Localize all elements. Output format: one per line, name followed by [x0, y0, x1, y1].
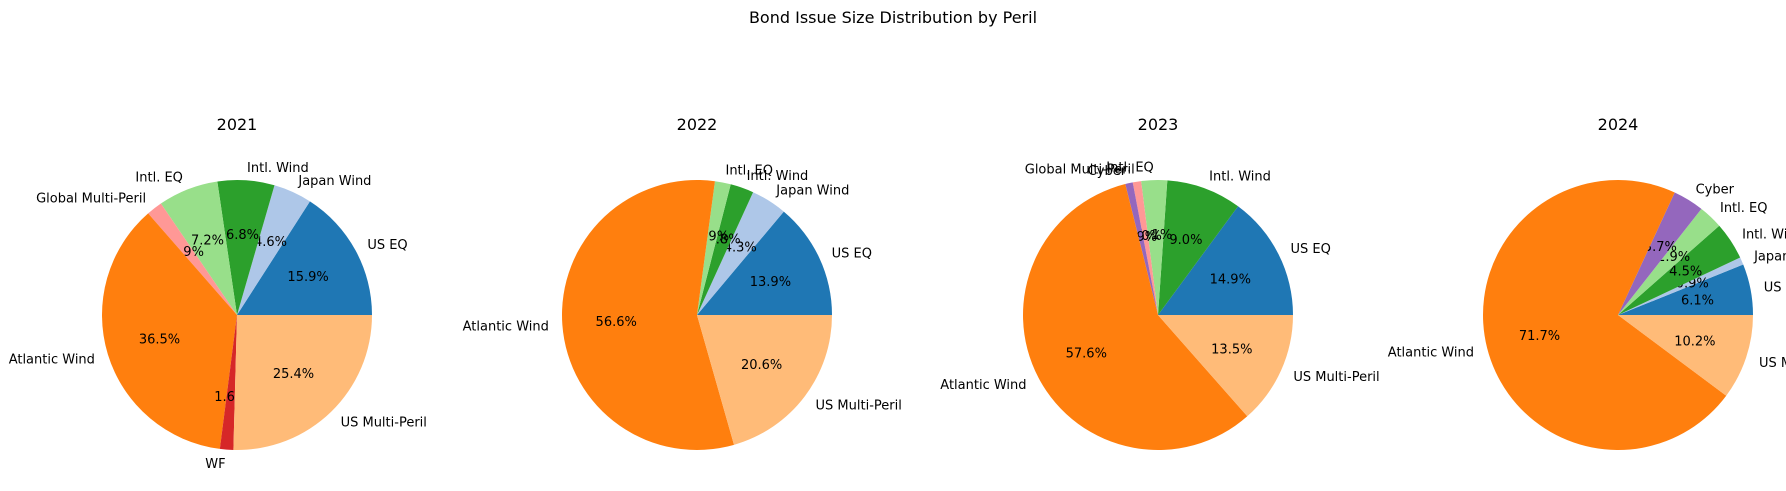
pie-slice-global-multi-peril: [1132, 181, 1158, 315]
pie-slice-intl-eq: [160, 181, 237, 315]
pie-label-intl-eq: Intl. EQ: [135, 171, 183, 186]
pie-slice-us-multi-peril: [1158, 315, 1293, 417]
pie-pct-label-us-multi-peril: 20.6%: [741, 358, 782, 373]
pie-label-us-multi-peril: US Multi-Peril: [816, 398, 902, 413]
pie-label-japan-wind: Japan Wind: [1753, 250, 1786, 265]
pie-label-us-multi-peril: US Multi-Peril: [1293, 370, 1379, 385]
pie-pct-label-us-eq: 14.9%: [1210, 272, 1251, 287]
pie-label-global-multi-peril: Global Multi-Peril: [1025, 162, 1135, 177]
pie-slice-us-eq: [1618, 264, 1753, 315]
pie-slice-us-eq: [697, 211, 832, 315]
pie-slice-cyber: [1125, 182, 1158, 315]
pie-slice-us-multi-peril: [1618, 315, 1753, 396]
pie-slice-intl-wind: [697, 184, 754, 315]
pie-pct-label-us-eq: 13.9%: [750, 275, 791, 290]
pie-slice-atlantic-wind: [561, 180, 735, 450]
pie-label-atlantic-wind: Atlantic Wind: [463, 320, 549, 335]
pie-label-cyber: Cyber: [1696, 182, 1735, 197]
pie-slice-intl-eq: [1141, 179, 1168, 315]
pie-title: 2024: [1598, 115, 1639, 134]
pie-label-intl-eq: Intl. EQ: [1720, 201, 1768, 216]
pie-slice-japan-wind: [1618, 257, 1744, 315]
pie-label-japan-wind: Japan Wind: [297, 174, 371, 189]
pie-pct-label-atlantic-wind: 57.6%: [1066, 347, 1107, 362]
pie-pct-label-atlantic-wind: 56.6%: [596, 315, 637, 330]
pie-pct-label-intl-wind: 6.8%: [226, 228, 259, 243]
pie-label-us-multi-peril: US Multi-Peril: [1759, 356, 1786, 371]
pie-title: 2022: [677, 115, 718, 134]
pie-label-us-multi-peril: US Multi-Peril: [341, 415, 427, 430]
pie-label-us-eq: US EQ: [367, 238, 407, 253]
figure-title: Bond Issue Size Distribution by Peril: [749, 8, 1037, 27]
pie-slice-global-multi-peril: [148, 203, 237, 315]
pie-title: 2023: [1138, 115, 1179, 134]
pie-label-intl-eq: Intl. EQ: [1106, 161, 1154, 176]
pie-slice-us-multi-peril: [697, 315, 832, 445]
pie-slice-japan-wind: [237, 185, 310, 315]
pie-slice-intl-eq: [1618, 208, 1720, 315]
pie-slice-intl-wind: [217, 180, 275, 315]
pie-slice-us-eq: [237, 201, 372, 315]
pie-label-us-eq: US EQ: [1764, 281, 1786, 296]
pie-slice-us-multi-peril: [233, 315, 372, 450]
pie-pct-label-intl-wind: 9.0%: [1169, 233, 1202, 248]
pie-pct-label-cyber: 3.7%: [1644, 240, 1677, 255]
pie-pct-label-intl-wind: 4.5%: [1669, 265, 1702, 280]
pie-label-us-eq: US EQ: [1291, 242, 1331, 257]
pie-pct-label-us-multi-peril: 10.2%: [1674, 335, 1715, 350]
pie-slice-intl-eq: [697, 181, 731, 315]
pie-label-intl-wind: Intl. Wind: [247, 161, 309, 176]
pie-2021: 2021 US EQ 15.9% Japan Wind 4.6% Intl. Wind 6.…: [9, 115, 427, 472]
pie-label-cyber: Cyber: [1088, 164, 1127, 179]
pie-label-intl-wind: Intl. Wind: [1209, 170, 1271, 185]
pie-pct-label-japan-wind: 4.3%: [724, 241, 757, 256]
pie-label-atlantic-wind: Atlantic Wind: [9, 352, 95, 367]
pie-pct-label-atlantic-wind: 71.7%: [1519, 329, 1560, 344]
pie-pct-label-atlantic-wind: 36.5%: [139, 333, 180, 348]
pie-pct-label-us-eq: 6.1%: [1681, 294, 1714, 309]
pie-slice-wf: [219, 315, 237, 450]
pie-label-wf: WF: [205, 457, 225, 472]
pie-slice-us-eq: [1158, 206, 1293, 315]
pie-pct-label-intl-eq: 7.2%: [191, 234, 224, 249]
pie-label-atlantic-wind: Atlantic Wind: [1388, 345, 1474, 360]
pie-pct-label-us-eq: 15.9%: [287, 270, 328, 285]
pie-label-intl-wind: Intl. Wind: [747, 169, 809, 184]
pie-slice-intl-wind: [1158, 180, 1239, 315]
pie-pct-label-us-multi-peril: 25.4%: [273, 367, 314, 382]
pie-slice-cyber: [1618, 192, 1702, 315]
pie-charts-group: 2021 US EQ 15.9% Japan Wind 4.6% Intl. Wind 6.…: [9, 115, 1786, 472]
pie-slice-atlantic-wind: [101, 213, 237, 449]
pie-label-us-eq: US EQ: [832, 246, 872, 261]
pie-pct-label-japan-wind: 4.6%: [254, 235, 287, 250]
pie-slice-intl-wind: [1618, 225, 1741, 315]
pie-label-atlantic-wind: Atlantic Wind: [940, 378, 1026, 393]
pie-label-intl-wind: Intl. Wind: [1742, 227, 1786, 242]
pie-slice-atlantic-wind: [1023, 184, 1248, 451]
pie-slice-atlantic-wind: [1482, 179, 1727, 450]
pie-label-global-multi-peril: Global Multi-Peril: [36, 192, 146, 207]
pie-pct-label-us-multi-peril: 13.5%: [1211, 342, 1252, 357]
pie-label-intl-eq: Intl. EQ: [725, 163, 773, 178]
pie-slice-japan-wind: [697, 192, 784, 315]
pie-label-japan-wind: Japan Wind: [775, 183, 849, 198]
pie-title: 2021: [217, 115, 258, 134]
